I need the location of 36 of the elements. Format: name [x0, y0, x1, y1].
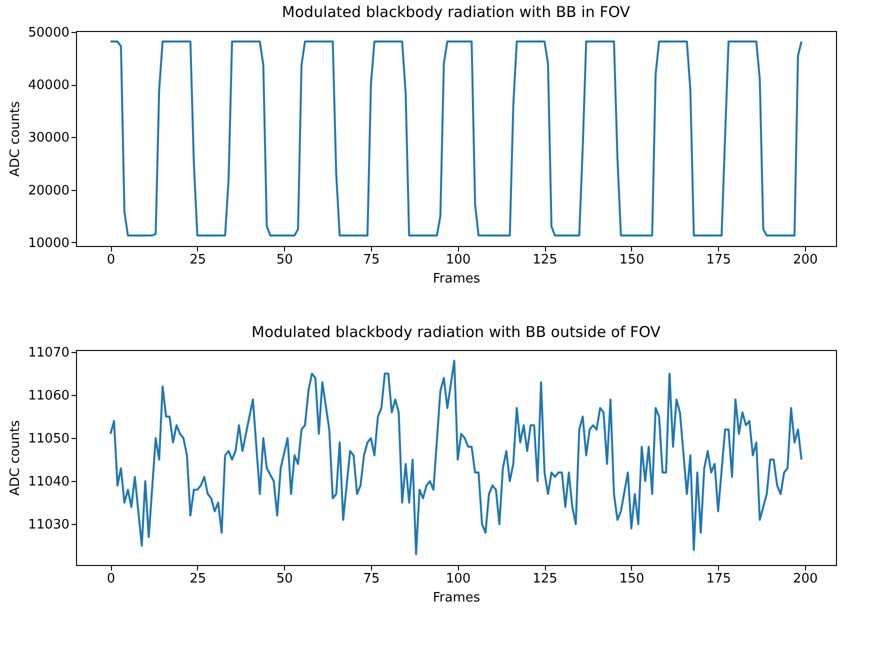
x-tick-label: 25	[190, 572, 206, 586]
y-tick-label: 10000	[28, 236, 70, 251]
chart-title: Modulated blackbody radiation with BB in FOV	[282, 3, 631, 22]
x-tick-label: 150	[619, 572, 644, 586]
y-tick-label: 50000	[28, 26, 70, 41]
chart-title: Modulated blackbody radiation with BB outside of FOV	[252, 323, 662, 342]
x-tick-label: 175	[706, 252, 732, 268]
x-tick-label: 75	[363, 572, 380, 586]
x-tick-label: 200	[793, 252, 818, 268]
y-tick-label: 11030	[28, 518, 70, 533]
x-axis-title: Frames	[432, 272, 480, 286]
x-tick-label: 100	[446, 572, 471, 586]
line-series	[110, 360, 802, 556]
y-tick-label: 20000	[28, 183, 70, 198]
y-tick-label: 11050	[28, 432, 70, 447]
line-series	[110, 40, 802, 236]
y-tick-label: 40000	[28, 78, 70, 94]
x-tick-label: 75	[363, 252, 380, 268]
x-tick-label: 50	[276, 252, 293, 268]
x-tick-label: 200	[793, 572, 818, 586]
x-tick-label: 25	[190, 252, 206, 268]
y-tick-label: 11040	[28, 474, 70, 490]
y-tick-label: 11060	[28, 388, 70, 404]
y-axis-title: ADC counts	[8, 100, 24, 177]
x-tick-label: 100	[446, 252, 471, 268]
y-axis-title: ADC counts	[8, 420, 24, 496]
x-tick-label: 150	[619, 252, 644, 268]
x-tick-label: 50	[276, 572, 293, 586]
x-tick-label: 125	[532, 252, 558, 268]
x-tick-label: 175	[706, 572, 732, 586]
x-tick-label: 0	[106, 252, 116, 268]
y-tick-label: 11070	[28, 346, 70, 361]
x-tick-label: 0	[106, 572, 116, 586]
x-tick-label: 125	[532, 572, 558, 586]
x-axis-title: Frames	[432, 590, 480, 606]
y-tick-label: 30000	[28, 130, 70, 146]
